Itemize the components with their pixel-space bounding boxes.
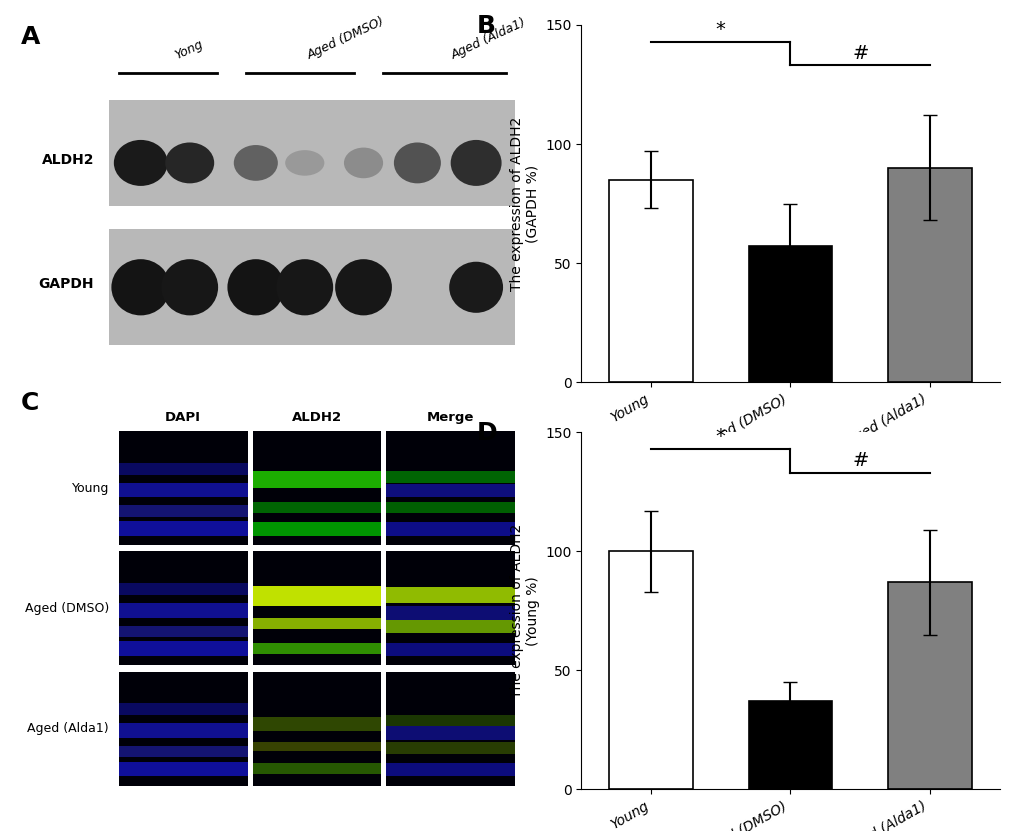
Text: *: * — [715, 427, 726, 446]
Text: DAPI: DAPI — [165, 411, 201, 424]
Bar — [748, 247, 832, 382]
Bar — [253, 717, 381, 730]
Bar — [386, 552, 515, 666]
Bar — [253, 431, 381, 545]
Ellipse shape — [227, 259, 284, 316]
Bar — [386, 471, 515, 483]
Text: Young: Young — [71, 482, 109, 494]
Ellipse shape — [111, 259, 170, 316]
Ellipse shape — [285, 150, 324, 175]
Text: Aged (DMSO): Aged (DMSO) — [305, 15, 386, 62]
Bar — [386, 587, 515, 602]
Bar — [118, 626, 248, 637]
Bar — [253, 642, 381, 654]
Bar — [118, 704, 248, 715]
Bar — [608, 551, 692, 789]
Bar — [386, 726, 515, 740]
Y-axis label: The expression of ALDH2
(Young %): The expression of ALDH2 (Young %) — [510, 524, 539, 698]
Bar — [118, 521, 248, 536]
Bar — [253, 471, 381, 489]
Text: D: D — [476, 421, 497, 445]
Ellipse shape — [114, 140, 167, 186]
Ellipse shape — [335, 259, 391, 316]
Ellipse shape — [393, 142, 440, 184]
Bar — [118, 583, 248, 595]
Text: Yong: Yong — [172, 38, 205, 62]
Ellipse shape — [450, 140, 501, 186]
Text: Merge: Merge — [427, 411, 474, 424]
Bar — [118, 431, 248, 545]
Bar — [253, 502, 381, 514]
Bar — [253, 523, 381, 536]
Bar — [118, 602, 248, 617]
Bar — [109, 100, 515, 205]
Bar — [888, 168, 971, 382]
Text: B: B — [476, 14, 495, 38]
Bar — [118, 723, 248, 738]
Bar — [386, 671, 515, 785]
Ellipse shape — [448, 262, 502, 312]
Bar — [386, 484, 515, 498]
Bar — [608, 179, 692, 382]
Text: ALDH2: ALDH2 — [291, 411, 341, 424]
Bar — [118, 642, 248, 656]
Bar — [118, 671, 248, 785]
Bar — [748, 701, 832, 789]
Bar — [386, 502, 515, 514]
Ellipse shape — [276, 259, 333, 316]
Text: A: A — [20, 25, 40, 49]
Bar — [253, 671, 381, 785]
Y-axis label: The expression of ALDH2
(GAPDH %): The expression of ALDH2 (GAPDH %) — [510, 116, 539, 291]
Text: Aged (DMSO): Aged (DMSO) — [24, 602, 109, 615]
Bar — [253, 552, 381, 666]
Bar — [386, 523, 515, 536]
Bar — [118, 483, 248, 498]
Bar — [109, 229, 515, 345]
Bar — [253, 742, 381, 751]
Text: Aged (Alda1): Aged (Alda1) — [448, 17, 528, 62]
Bar — [253, 617, 381, 629]
Bar — [118, 761, 248, 776]
Text: #: # — [851, 44, 867, 63]
Ellipse shape — [233, 145, 277, 181]
Bar — [118, 463, 248, 475]
Bar — [386, 606, 515, 620]
Bar — [386, 431, 515, 545]
Bar — [386, 642, 515, 656]
Ellipse shape — [343, 148, 383, 179]
Text: C: C — [20, 391, 39, 415]
Bar — [253, 763, 381, 774]
Text: Aged (Alda1): Aged (Alda1) — [28, 722, 109, 735]
Bar — [118, 745, 248, 757]
Bar — [888, 583, 971, 789]
Bar — [386, 742, 515, 754]
Bar — [386, 620, 515, 633]
Text: *: * — [715, 20, 726, 39]
Bar — [118, 552, 248, 666]
Text: ALDH2: ALDH2 — [42, 153, 94, 166]
Bar — [118, 505, 248, 517]
Bar — [386, 763, 515, 776]
Text: #: # — [851, 451, 867, 470]
Ellipse shape — [165, 142, 214, 184]
Bar — [253, 586, 381, 606]
Bar — [386, 715, 515, 726]
Text: GAPDH: GAPDH — [39, 277, 94, 291]
Ellipse shape — [161, 259, 218, 316]
